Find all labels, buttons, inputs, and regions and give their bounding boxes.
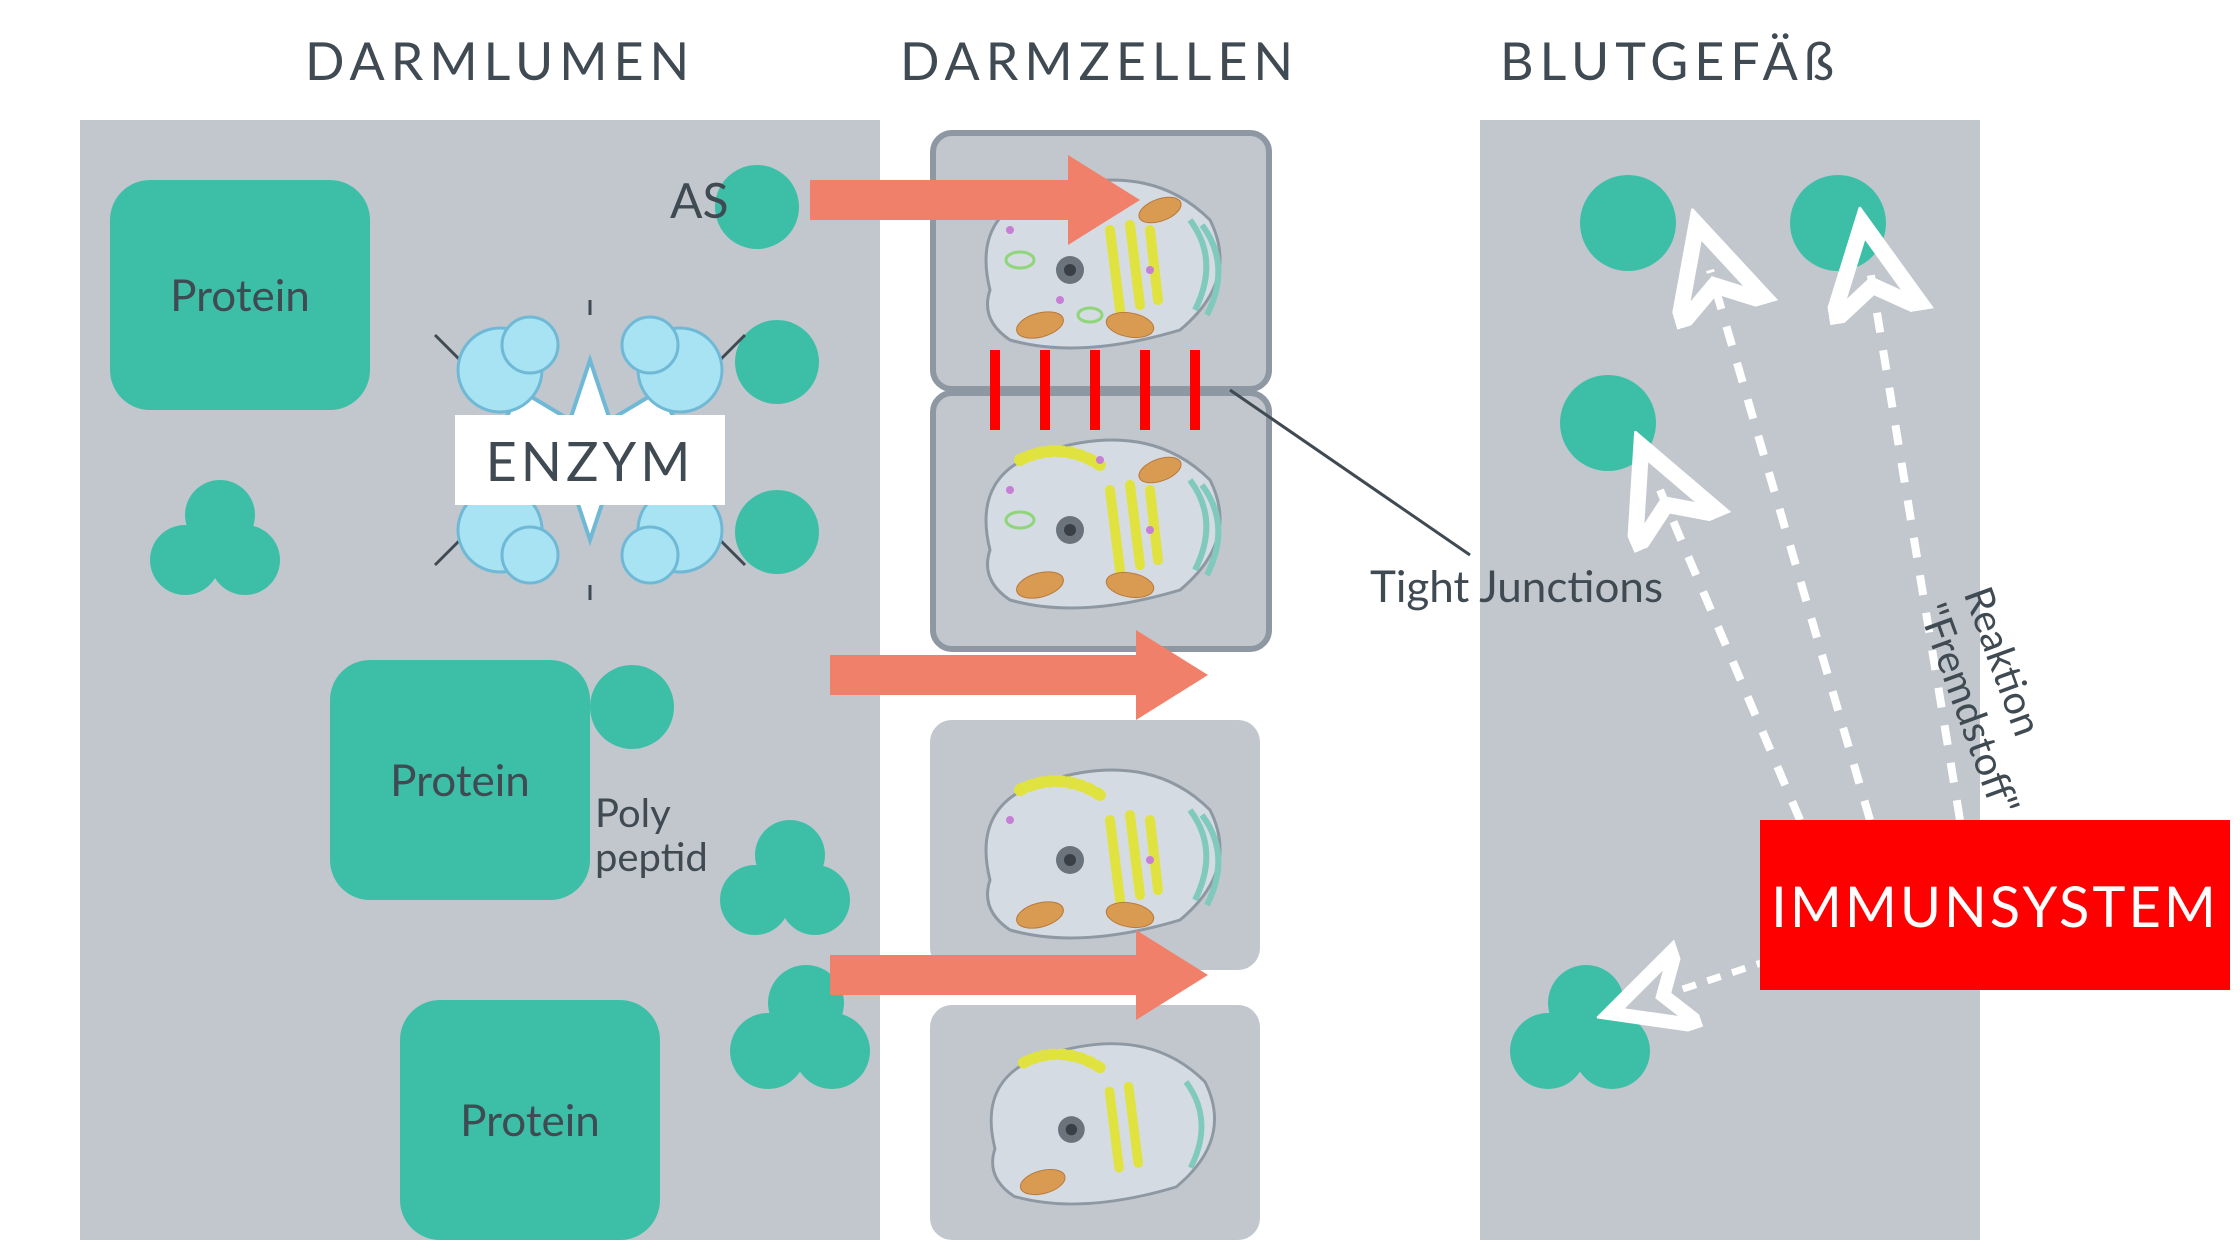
enzym-label: ENZYM <box>486 428 695 493</box>
immunsystem-box: IMMUNSYSTEM <box>1760 820 2230 990</box>
immune-arrows-icon <box>0 0 2240 1260</box>
diagram-stage: DARMLUMEN DARMZELLEN BLUTGEFÄß Protein P… <box>0 0 2240 1260</box>
immunsystem-label: IMMUNSYSTEM <box>1771 872 2219 939</box>
enzym-label-box: ENZYM <box>455 415 725 505</box>
